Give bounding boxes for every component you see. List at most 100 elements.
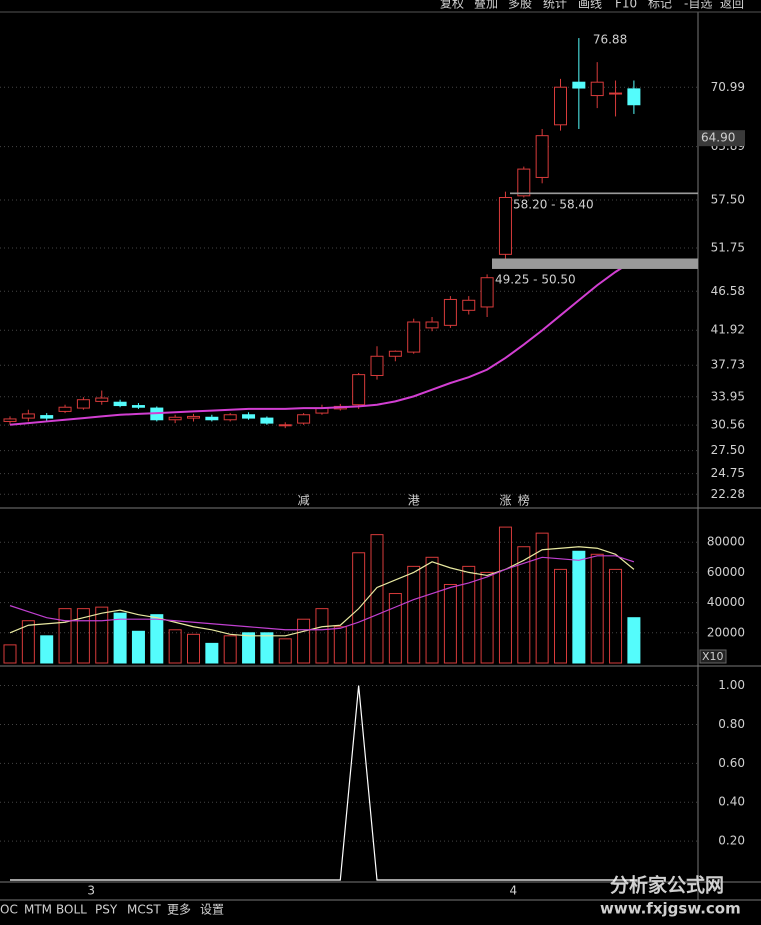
y-tick-label: 70.99 xyxy=(711,80,745,94)
signal-label: 涨 xyxy=(499,493,511,508)
volume-bar xyxy=(21,620,35,664)
indicator-tab[interactable]: BOLL xyxy=(56,903,87,917)
volume-bar xyxy=(150,614,164,664)
high-label: 76.88 xyxy=(593,33,627,47)
candle-body xyxy=(480,277,494,308)
candle-body xyxy=(388,350,402,357)
toolbar-button[interactable]: 叠加 xyxy=(474,0,498,11)
candle-body xyxy=(609,92,623,95)
watermark-url: www.fxjgsw.com xyxy=(600,900,741,918)
indicator-tab[interactable]: 设置 xyxy=(200,903,224,917)
last-price-box xyxy=(699,130,745,147)
volume-bar xyxy=(315,608,329,664)
price-zone xyxy=(492,258,698,269)
y-tick-label: 46.58 xyxy=(711,284,745,298)
candle-body xyxy=(3,418,17,422)
indicator-tab[interactable]: PSY xyxy=(95,903,118,917)
candle-body xyxy=(95,397,109,402)
candle-body xyxy=(462,299,476,311)
y-tick-label: 27.50 xyxy=(711,443,745,457)
price-zone xyxy=(510,192,698,195)
toolbar-button[interactable]: 统计 xyxy=(543,0,567,11)
volume-bar xyxy=(370,534,384,664)
volume-bar xyxy=(352,552,366,664)
last-price-label: 64.90 xyxy=(701,131,735,145)
y-tick-label: 0.20 xyxy=(718,834,745,848)
volume-bar xyxy=(40,635,54,664)
candle-body xyxy=(517,168,531,197)
candle-body xyxy=(58,406,72,412)
volume-bar xyxy=(462,565,476,664)
volume-bar xyxy=(333,626,347,664)
candle-body xyxy=(535,135,549,178)
volume-bar xyxy=(168,629,182,664)
y-tick-label: 60000 xyxy=(707,565,745,579)
y-tick-label: 20000 xyxy=(707,625,745,639)
volume-bar xyxy=(260,632,274,664)
toolbar-button[interactable]: 返回 xyxy=(720,0,744,11)
candle-body xyxy=(76,399,90,409)
volume-bar xyxy=(131,630,145,664)
candle-body xyxy=(370,355,384,376)
candle-body xyxy=(131,405,145,408)
volume-bar xyxy=(297,618,311,664)
candle-body xyxy=(223,414,237,421)
toolbar-button[interactable]: 标记 xyxy=(648,0,672,11)
indicator-tab[interactable]: 更多 xyxy=(167,903,191,917)
volume-bar xyxy=(278,638,292,664)
volume-bar xyxy=(187,633,200,664)
y-tick-label: 57.50 xyxy=(711,193,745,207)
volume-ma-line xyxy=(9,555,635,631)
volume-bar xyxy=(498,526,512,664)
toolbar-button[interactable]: F10 xyxy=(615,0,637,11)
candle-body xyxy=(498,197,512,255)
signal-label: 港 xyxy=(408,494,420,508)
candle-body xyxy=(168,416,182,421)
toolbar-button[interactable]: -自选 xyxy=(684,0,712,11)
candle-body xyxy=(352,374,366,406)
candle-body xyxy=(590,81,604,97)
zone-label: 49.25 - 50.50 xyxy=(495,272,576,286)
y-tick-label: 24.75 xyxy=(711,466,745,480)
volume-bar xyxy=(425,556,439,664)
y-tick-label: 37.73 xyxy=(711,358,745,372)
volume-bar xyxy=(609,568,623,664)
toolbar-button[interactable]: 画线 xyxy=(578,0,602,11)
candle-body xyxy=(260,417,274,424)
toolbar-button[interactable]: 复权 xyxy=(440,0,464,11)
volume-bar xyxy=(242,632,256,664)
indicator-tab[interactable]: OC xyxy=(0,903,18,917)
ma-line xyxy=(9,259,635,426)
volume-bar xyxy=(572,550,586,664)
y-tick-label: 30.56 xyxy=(711,418,745,432)
unit-box xyxy=(699,649,727,664)
candle-body xyxy=(627,88,641,106)
volume-ma-line xyxy=(9,546,635,637)
x-tick-label: 3 xyxy=(87,884,95,898)
y-tick-label: 22.28 xyxy=(711,487,745,501)
indicator-tab[interactable]: MTM xyxy=(24,903,52,917)
volume-bar xyxy=(590,553,604,664)
volume-bar xyxy=(76,608,90,664)
volume-bar xyxy=(205,642,219,664)
signal-label: 减 xyxy=(298,494,310,508)
volume-bar xyxy=(95,606,109,664)
candle-body xyxy=(278,424,292,427)
indicator-line xyxy=(10,685,634,881)
volume-bar xyxy=(535,532,549,664)
volume-bar xyxy=(113,612,127,664)
volume-bar xyxy=(3,644,17,664)
volume-bar xyxy=(627,617,641,664)
volume-bar xyxy=(443,583,457,664)
indicator-tab[interactable]: MCST xyxy=(127,903,161,917)
volume-bar xyxy=(407,565,421,664)
toolbar-button[interactable]: 多股 xyxy=(508,0,532,11)
candle-body xyxy=(205,416,219,421)
candle-body xyxy=(407,321,421,353)
y-tick-label: 0.80 xyxy=(718,717,745,731)
volume-bar xyxy=(223,635,237,664)
candle-body xyxy=(40,415,54,419)
watermark-title: 分析家公式网 xyxy=(610,874,724,897)
